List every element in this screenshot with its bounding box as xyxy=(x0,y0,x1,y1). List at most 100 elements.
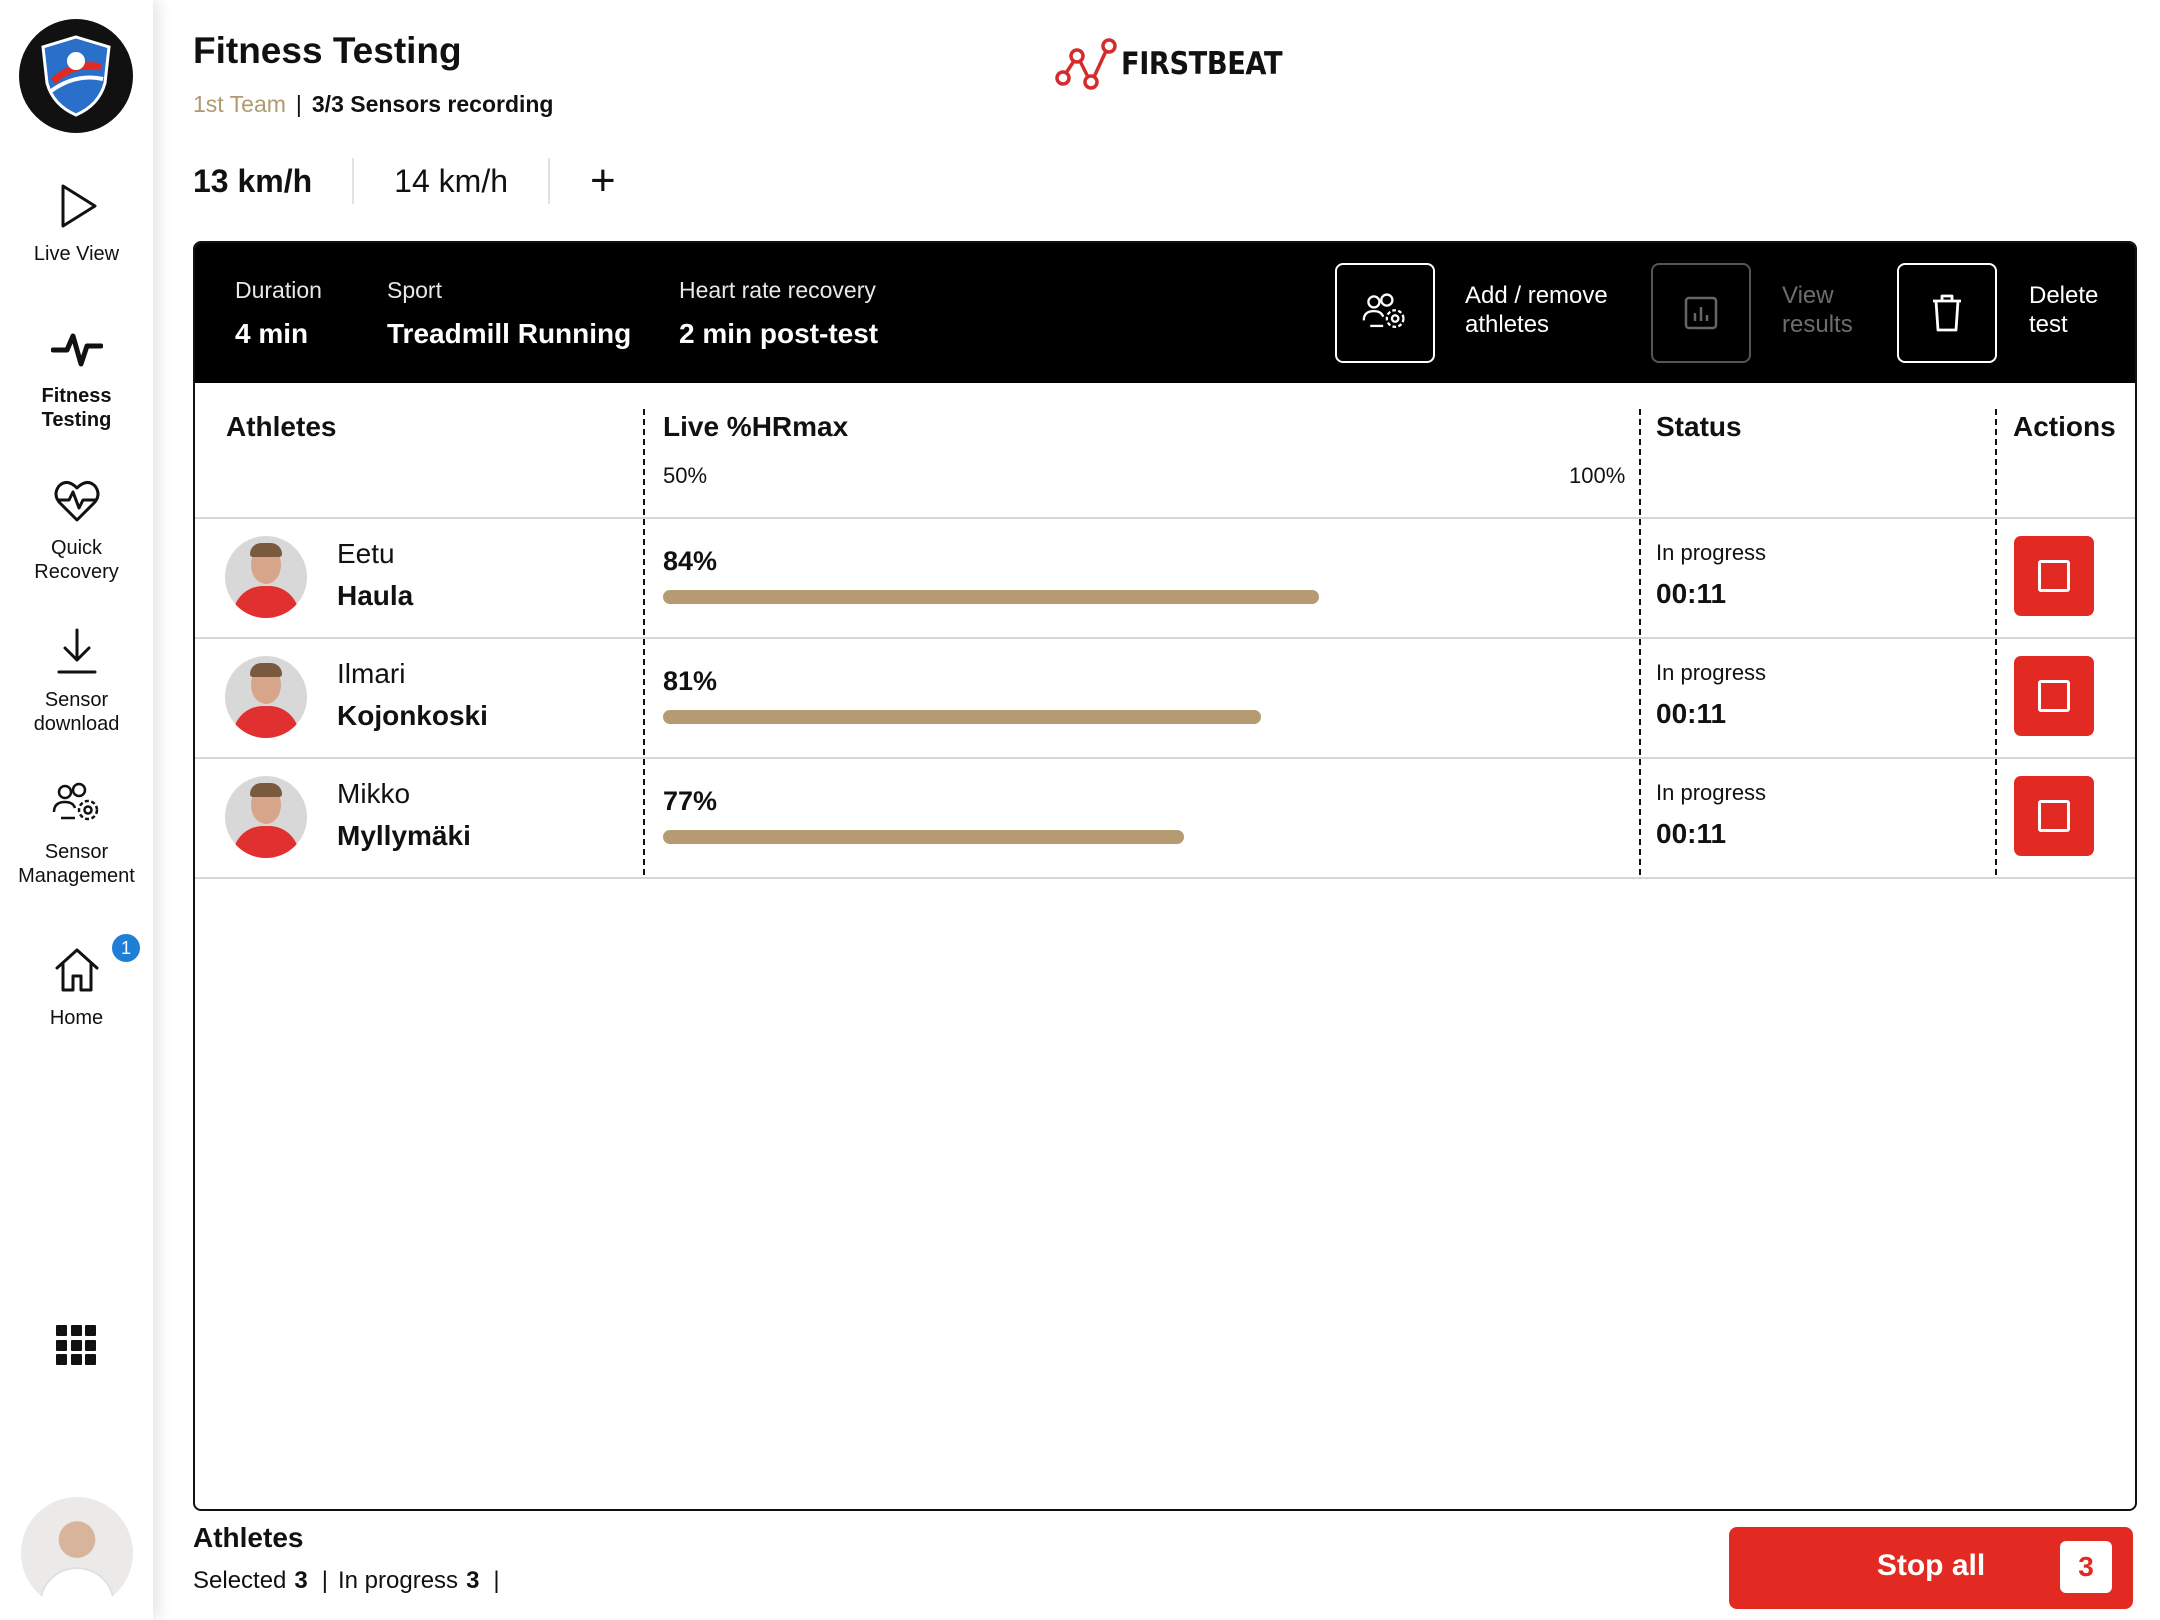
firstbeat-logo-icon xyxy=(1055,38,1117,90)
view-results-button[interactable] xyxy=(1651,263,1751,363)
home-icon xyxy=(55,948,98,992)
hr-bar xyxy=(663,590,1628,604)
stop-all-count: 3 xyxy=(2060,1541,2112,1593)
athlete-last-name: Myllymäki xyxy=(337,820,471,851)
heart-pulse-icon xyxy=(54,481,99,522)
stop-athlete-button[interactable] xyxy=(2014,776,2094,856)
speed-tabs: 13 km/h 14 km/h + xyxy=(193,158,616,204)
sidebar-item-label: Sensor download xyxy=(33,689,120,735)
hr-bar-fill xyxy=(663,830,1185,844)
in-progress-label: In progress xyxy=(338,1567,459,1594)
pulse-icon xyxy=(50,333,103,367)
sidebar-item-live-view[interactable]: Live View xyxy=(0,180,153,266)
elapsed-time: 00:11 xyxy=(1656,698,1727,729)
table-row: Eetu Haula 84% In progress 00:11 xyxy=(195,518,2135,638)
sidebar-item-fitness-testing[interactable]: Fitness Testing xyxy=(0,322,153,432)
athlete-first-name: Mikko xyxy=(337,778,411,809)
stats-separator: | xyxy=(493,1567,500,1594)
athlete-last-name: Haula xyxy=(337,580,414,611)
table-row: Ilmari Kojonkoski 81% In progress 00:11 xyxy=(195,638,2135,758)
sidebar-item-label: Home xyxy=(49,1007,104,1029)
column-header-athletes: Athletes xyxy=(226,411,337,442)
sidebar-item-label: Sensor Management xyxy=(18,841,135,887)
add-remove-line1: Add / remove xyxy=(1465,282,1608,309)
user-avatar[interactable] xyxy=(21,1497,133,1609)
sidebar-item-sensor-management[interactable]: Sensor Management xyxy=(0,778,153,888)
test-info-bar: Duration 4 min Sport Treadmill Running H… xyxy=(195,243,2135,383)
selected-label: Selected xyxy=(193,1567,287,1594)
page-title: Fitness Testing xyxy=(193,30,462,71)
bar-chart-icon xyxy=(1684,296,1718,330)
sidebar-item-label: Quick Recovery xyxy=(34,537,119,583)
sport-value: Treadmill Running xyxy=(387,318,632,349)
download-icon xyxy=(57,628,96,674)
add-remove-line2: athletes xyxy=(1465,311,1550,338)
delete-test-label[interactable]: Delete test xyxy=(2029,281,2098,339)
brand-logo: FIRSTBEAT xyxy=(1055,38,1304,90)
elapsed-time: 00:11 xyxy=(1656,578,1727,609)
view-results-line1: View xyxy=(1782,282,1834,309)
view-results-label[interactable]: View results xyxy=(1782,281,1853,339)
team-name[interactable]: 1st Team xyxy=(193,91,286,117)
delete-line2: test xyxy=(2029,311,2068,338)
column-header-live-hrmax: Live %HRmax xyxy=(663,411,849,442)
stop-athlete-button[interactable] xyxy=(2014,536,2094,616)
athlete-first-name: Eetu xyxy=(337,538,395,569)
row-divider xyxy=(195,517,2135,519)
athlete-first-name: Ilmari xyxy=(337,658,406,689)
elapsed-time: 00:11 xyxy=(1656,818,1727,849)
selected-count: 3 xyxy=(294,1567,308,1594)
scale-min-label: 50% xyxy=(663,463,708,488)
row-divider xyxy=(195,637,2135,639)
apps-grid-icon[interactable] xyxy=(56,1325,96,1365)
column-header-actions: Actions xyxy=(2013,411,2116,442)
subtitle-separator: | xyxy=(295,91,302,117)
column-divider xyxy=(1639,409,1641,875)
add-remove-athletes-button[interactable] xyxy=(1335,263,1435,363)
stop-icon xyxy=(2038,800,2070,832)
duration-info: Duration 4 min xyxy=(235,277,322,350)
status-text: In progress xyxy=(1656,780,1767,805)
brand-name: FIRSTBEAT xyxy=(1121,46,1283,82)
sidebar-item-quick-recovery[interactable]: Quick Recovery xyxy=(0,474,153,584)
column-divider xyxy=(643,409,645,875)
view-results-line2: results xyxy=(1782,311,1853,338)
sidebar-item-home[interactable]: 1 Home xyxy=(0,932,153,1030)
page-subtitle: 1st Team | 3/3 Sensors recording xyxy=(193,91,553,118)
athlete-photo xyxy=(225,776,307,858)
trash-icon xyxy=(1933,294,1961,332)
hr-percent: 81% xyxy=(663,666,718,696)
scale-max-label: 100% xyxy=(1569,463,1626,488)
column-header-status: Status xyxy=(1656,411,1742,442)
stop-athlete-button[interactable] xyxy=(2014,656,2094,736)
column-divider xyxy=(1995,409,1997,875)
delete-test-button[interactable] xyxy=(1897,263,1997,363)
club-logo[interactable] xyxy=(19,19,133,133)
users-gear-icon xyxy=(1362,293,1405,328)
sidebar-item-label: Fitness Testing xyxy=(41,385,112,431)
add-tab-button[interactable]: + xyxy=(590,156,616,205)
footer-stats: Selected 3 | In progress 3 | xyxy=(193,1567,510,1595)
play-icon xyxy=(61,184,96,228)
tab-14-kmh[interactable]: 14 km/h xyxy=(394,158,550,204)
hr-bar xyxy=(663,710,1628,724)
tab-13-kmh[interactable]: 13 km/h xyxy=(193,158,355,204)
sidebar-item-sensor-download[interactable]: Sensor download xyxy=(0,626,153,736)
footer-title: Athletes xyxy=(193,1522,304,1553)
delete-line1: Delete xyxy=(2029,282,2099,309)
row-divider xyxy=(195,757,2135,759)
hr-recovery-info: Heart rate recovery 2 min post-test xyxy=(679,277,878,350)
sport-label: Sport xyxy=(387,277,442,303)
hr-recovery-value: 2 min post-test xyxy=(679,318,879,349)
add-remove-athletes-label[interactable]: Add / remove athletes xyxy=(1465,281,1608,339)
stop-icon xyxy=(2038,560,2070,592)
users-gear-icon xyxy=(52,782,98,821)
stop-all-label: Stop all xyxy=(1876,1549,1986,1582)
stop-all-button[interactable]: Stop all 3 xyxy=(1729,1527,2133,1609)
athlete-photo xyxy=(225,536,307,618)
stats-separator: | xyxy=(321,1567,328,1594)
row-divider xyxy=(195,877,2135,879)
sidebar-item-label: Live View xyxy=(33,243,120,265)
table-row: Mikko Myllymäki 77% In progress 00:11 xyxy=(195,758,2135,878)
in-progress-count: 3 xyxy=(466,1567,480,1594)
